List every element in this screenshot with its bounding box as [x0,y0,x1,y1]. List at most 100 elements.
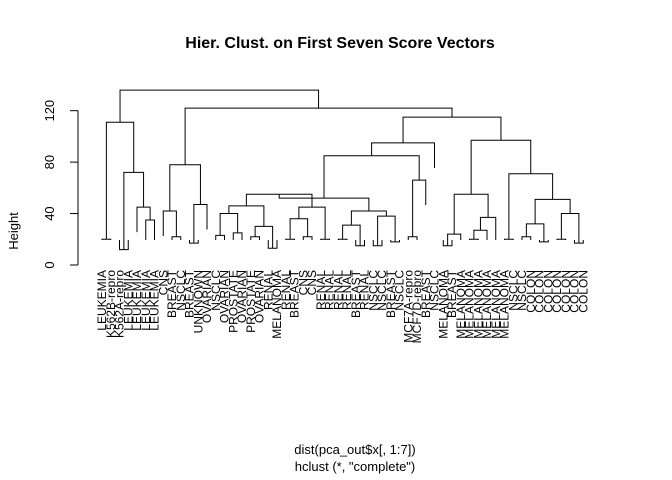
leaf-label: RENAL [314,270,328,310]
dendrogram-link [337,238,348,240]
leaf-label: NSCLC [428,270,442,311]
leaf-label: COLON [576,270,590,313]
dendrogram-link [469,238,479,240]
leaf-label: LEUKEMIA [95,270,109,331]
leaf-label: BREAST [419,269,433,318]
dendrogram-link [534,198,571,224]
leaf-label: COLON [524,270,538,313]
chart-title: Hier. Clust. on First Seven Score Vector… [185,35,495,52]
dendrogram-link [479,216,497,240]
dendrogram-link [342,224,361,246]
leaf-label: COLON [568,270,582,313]
dendrogram-link [320,238,330,240]
leaf-label: MELANOMA [436,270,450,339]
y-axis-label: Height [6,212,21,250]
dendrogram-link [193,204,208,244]
leaf-label: MCF7A-repro [401,270,415,343]
dendrogram-link [171,236,182,240]
leaf-label: NSCLC [366,270,380,311]
leaf-label: BREAST [288,269,302,318]
leaf-label: RENAL [331,270,345,310]
dendrogram-link [232,232,243,240]
leaf-label: RENAL [358,270,372,310]
dendrogram-link [298,206,326,240]
dendrogram-link [447,233,462,246]
dendrogram-link [101,238,112,240]
x-axis-label-line1: dist(pca_out$x[, 1:7]) [294,442,415,457]
leaf-label: COLON [541,270,555,313]
leaf-label: BREAST [349,269,363,318]
leaf-label: BREAST [183,269,197,318]
leaf-label: LEUKEMIA [121,270,135,331]
leaf-label: RENAL [340,270,354,310]
dendrogram-link [470,139,532,195]
dendrogram-links [101,89,584,251]
dendrogram-link [556,238,567,240]
leaf-label: LEUKEMIA [139,270,153,331]
dendrogram-link [323,155,420,199]
dendrogram-link [560,213,580,244]
leaf-label: PROSTATE [226,270,240,333]
dendrogram-link [254,225,274,249]
dendrogram-link [219,213,239,236]
leaf-label: MELANOMA [454,270,468,339]
leaf-label: MCF7D-repro [410,270,424,344]
leaf-label: BREAST [165,269,179,318]
leaf-label: RENAL [279,270,293,310]
leaf-labels: LEUKEMIAK562B-reproK562A-reproLEUKEMIALE… [95,269,590,343]
dendrogram-link [453,193,489,235]
dendrogram-link [402,116,502,143]
leaf-label: UNKNOWN [191,270,205,333]
y-tick-label: 120 [42,100,57,122]
dendrogram-link [228,205,265,227]
leaf-label: MELANOMA [480,270,494,339]
dendrogram-link [407,236,418,240]
dendrogram-link [504,238,514,240]
leaf-label: MELANOMA [489,270,503,339]
dendrogram-link [169,164,201,211]
dendrogram-link [473,229,488,240]
y-tick-label: 80 [42,155,57,169]
leaf-label: COLON [533,270,547,313]
dendrogram-link [119,89,320,123]
leaf-label: CNS [305,270,319,295]
dendrogram-link [525,223,545,242]
dendrogram-link [162,210,177,237]
leaf-label: K562A-repro [113,270,127,338]
dendrogram-link [508,173,554,240]
dendrogram-link [145,219,155,240]
dendrogram-link [521,236,532,240]
leaf-label: NSCLC [506,270,520,311]
leaf-label: CNS [156,270,170,295]
y-tick-label: 40 [42,206,57,220]
leaf-label: RENAL [261,270,275,310]
leaf-label: LEUKEMIA [148,270,162,331]
leaf-label: MELANOMA [463,270,477,339]
leaf-label: NSCLC [209,270,223,311]
dendrogram-link [250,236,260,240]
leaf-label: NSCLC [174,270,188,311]
leaf-label: MELANOMA [270,270,284,339]
dendrogram-link [350,210,387,226]
leaf-label: NSCLC [375,270,389,311]
leaf-label: PROSTATE [244,270,258,333]
dendrogram-link [285,238,295,240]
dendrogram-link [377,215,396,246]
leaf-label: CNS [296,270,310,295]
dendrogram-link [184,107,453,165]
leaf-label: OVARIAN [200,270,214,323]
leaf-label: COLON [559,270,573,313]
dendrogram-link [215,234,225,240]
y-tick-label: 0 [42,261,57,268]
leaf-label: OVARIAN [218,270,232,323]
leaf-label: OVARIAN [253,270,267,323]
leaf-label: NSCLC [515,270,529,311]
dendrogram-link [412,179,427,237]
leaf-label: NSCLC [393,270,407,311]
leaf-label: K562B-repro [104,270,118,338]
dendrogram-link [302,236,313,240]
leaf-label: LEUKEMIA [130,270,144,331]
leaf-label: OVARIAN [235,270,249,323]
dendrogram-link [105,121,135,240]
